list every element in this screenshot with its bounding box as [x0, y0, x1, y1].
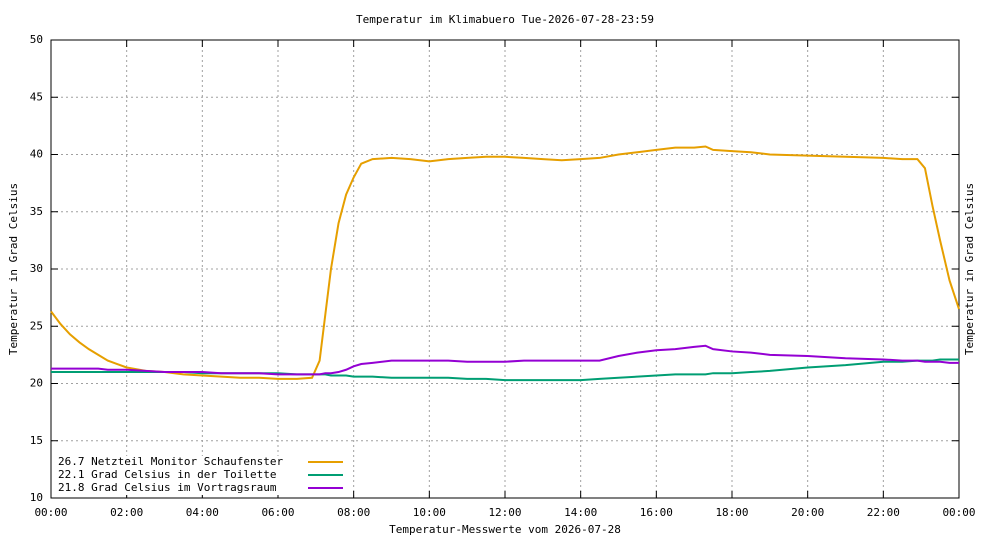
- y-tick-label: 15: [30, 434, 43, 447]
- x-tick-label: 16:00: [640, 506, 673, 519]
- y-tick-label: 35: [30, 205, 43, 218]
- x-tick-label: 02:00: [110, 506, 143, 519]
- y2-axis-label: Temperatur in Grad Celsius: [963, 183, 976, 355]
- x-tick-label: 10:00: [413, 506, 446, 519]
- chart-title: Temperatur im Klimabuero Tue-2026-07-28-…: [356, 13, 654, 26]
- x-tick-label: 04:00: [186, 506, 219, 519]
- x-tick-label: 12:00: [488, 506, 521, 519]
- x-axis-label: Temperatur-Messwerte vom 2026-07-28: [389, 523, 621, 536]
- legend-label: 21.8 Grad Celsius im Vortragsraum: [58, 481, 277, 494]
- series-line: [51, 344, 959, 376]
- legend-label: 26.7 Netzteil Monitor Schaufenster: [58, 455, 284, 468]
- legend-label: 22.1 Grad Celsius in der Toilette: [58, 468, 277, 481]
- legend-bg: [54, 469, 350, 482]
- y-tick-label: 10: [30, 491, 43, 504]
- x-tick-label: 08:00: [337, 506, 370, 519]
- y-tick-label: 50: [30, 33, 43, 46]
- legend-bg: [54, 482, 350, 495]
- x-tick-label: 22:00: [867, 506, 900, 519]
- x-tick-label: 14:00: [564, 506, 597, 519]
- legend-bg: [54, 456, 350, 469]
- x-tick-label: 00:00: [942, 506, 975, 519]
- y-tick-label: 45: [30, 90, 43, 103]
- x-tick-label: 06:00: [261, 506, 294, 519]
- x-tick-label: 20:00: [791, 506, 824, 519]
- y-tick-label: 25: [30, 319, 43, 332]
- y-tick-label: 40: [30, 148, 43, 161]
- y-axis-label: Temperatur in Grad Celsius: [7, 183, 20, 355]
- y-tick-label: 20: [30, 377, 43, 390]
- x-tick-label: 00:00: [34, 506, 67, 519]
- x-tick-label: 18:00: [715, 506, 748, 519]
- y-tick-label: 30: [30, 262, 43, 275]
- plot-frame: [50, 39, 960, 499]
